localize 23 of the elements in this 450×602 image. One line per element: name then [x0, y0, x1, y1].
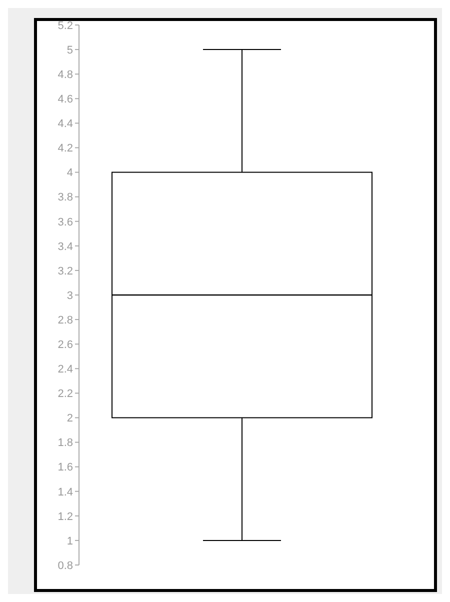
y-tick-label: 3	[66, 290, 73, 302]
y-tick-label: 4.8	[58, 68, 73, 81]
y-tick-label: 4	[66, 167, 73, 180]
y-tick-label: 1.2	[58, 510, 73, 523]
y-tick-label: 0.8	[58, 560, 73, 572]
y-tick-label: 2.2	[58, 388, 73, 400]
y-tick-label: 5.2	[58, 20, 73, 32]
y-tick-label: 3.8	[58, 192, 73, 204]
y-tick-label: 4.6	[58, 94, 73, 106]
y-tick-label: 3.4	[58, 240, 73, 253]
y-tick-label: 2.8	[58, 314, 73, 326]
y-tick-label: 1.4	[58, 486, 73, 498]
y-tick-label: 2.6	[58, 338, 73, 351]
y-tick-label: 5	[66, 44, 73, 56]
y-tick-label: 3.2	[58, 265, 73, 278]
y-tick-label: 2.4	[58, 364, 73, 376]
y-tick-label: 3.6	[58, 216, 73, 228]
y-tick-label: 4.4	[58, 118, 73, 130]
y-tick-label: 4.2	[58, 142, 73, 155]
y-tick-label: 1.6	[58, 462, 73, 474]
y-tick-label: 1	[66, 535, 73, 548]
y-tick-label: 1.8	[58, 437, 73, 450]
y-tick-label: 2	[66, 412, 73, 425]
